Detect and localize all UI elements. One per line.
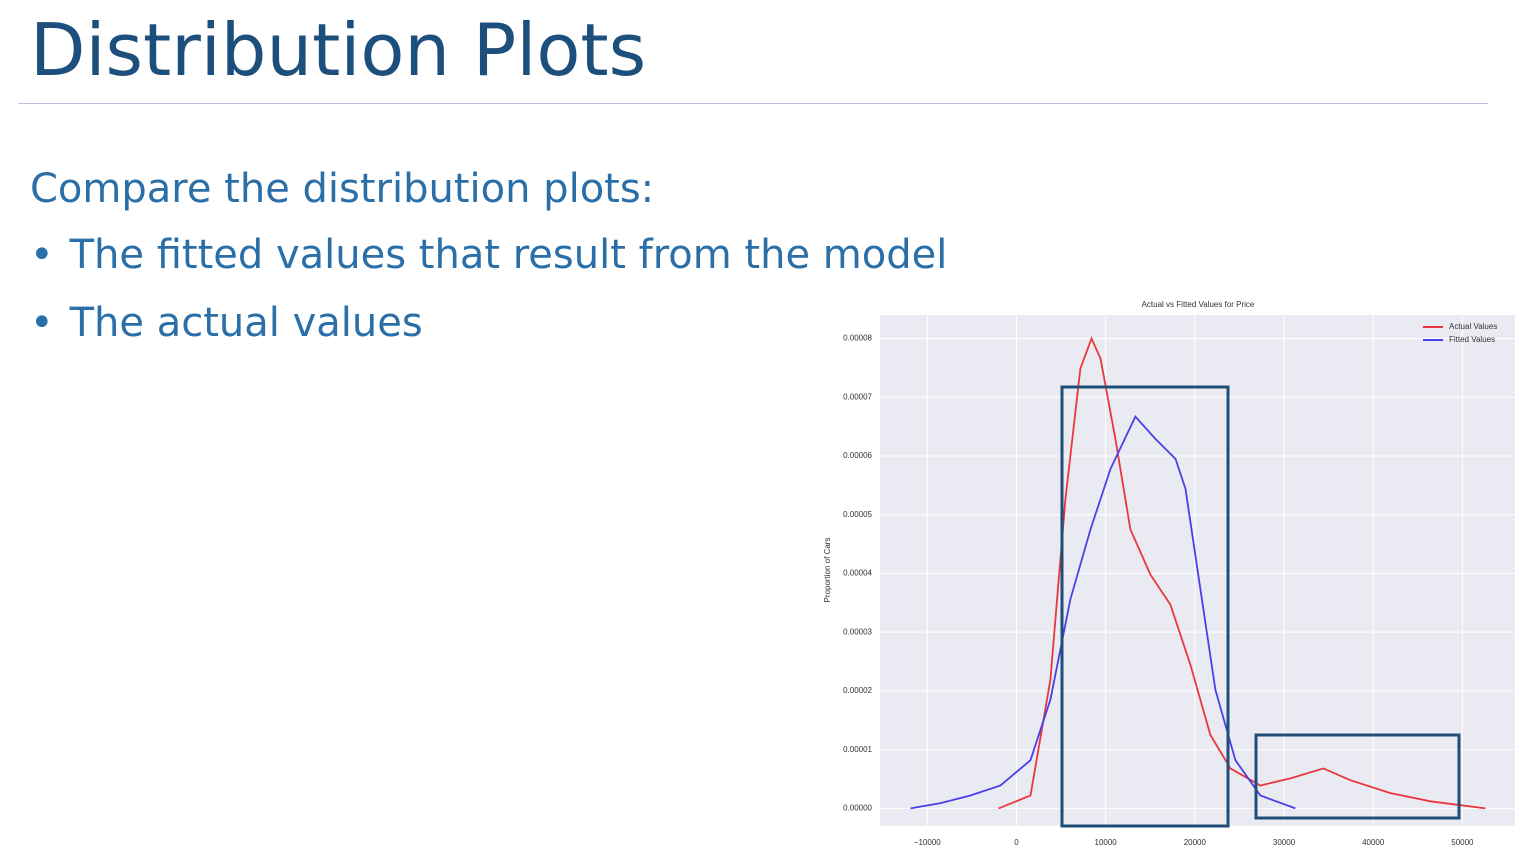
y-axis-label: Proportion of Cars — [823, 538, 832, 603]
y-tick-label: 0.00005 — [843, 510, 872, 519]
y-tick-label: 0.00004 — [843, 569, 872, 578]
x-tick-label: 20000 — [1184, 838, 1207, 847]
y-tick-label: 0.00008 — [843, 334, 872, 343]
title-rule — [18, 103, 1488, 104]
x-tick-label: 10000 — [1095, 838, 1118, 847]
lines — [910, 336, 1486, 810]
y-tick-label: 0.00007 — [843, 392, 872, 401]
series-line — [910, 414, 1296, 810]
y-tick-label: 0.00003 — [843, 627, 872, 636]
legend-label: Actual Values — [1449, 322, 1497, 331]
x-tick-label: 50000 — [1451, 838, 1474, 847]
bullet-list: The fitted values that result from the m… — [30, 232, 948, 368]
chart-title: Actual vs Fitted Values for Price — [1142, 300, 1255, 309]
y-tick-label: 0.00000 — [843, 803, 872, 812]
y-tick-label: 0.00002 — [843, 686, 872, 695]
x-tick-label: −10000 — [914, 838, 941, 847]
bullet: The fitted values that result from the m… — [30, 232, 948, 278]
slide-title: Distribution Plots — [30, 8, 647, 92]
intro-text: Compare the distribution plots: — [30, 166, 655, 212]
highlight-box — [1254, 733, 1461, 820]
y-tick-label: 0.00001 — [843, 745, 872, 754]
bullet: The actual values — [30, 300, 947, 346]
legend-label: Fitted Values — [1449, 335, 1495, 344]
highlight-box — [1060, 385, 1230, 828]
series-line — [998, 336, 1486, 810]
chart: Actual vs Fitted Values for Price Propor… — [823, 300, 1515, 847]
x-tick-label: 40000 — [1362, 838, 1385, 847]
x-tick-label: 30000 — [1273, 838, 1296, 847]
x-tick-label: 0 — [1014, 838, 1019, 847]
y-tick-label: 0.00006 — [843, 451, 872, 460]
